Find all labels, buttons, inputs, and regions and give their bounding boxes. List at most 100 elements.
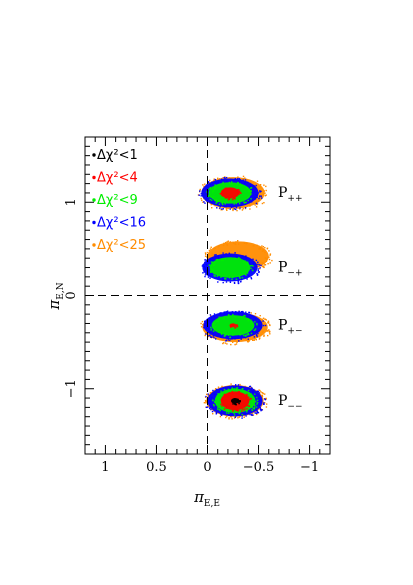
cloud-speck — [246, 396, 248, 398]
cloud-speck — [242, 315, 245, 318]
cloud-speck — [235, 386, 238, 388]
cloud-speck — [226, 241, 228, 243]
cloud-speck — [223, 335, 225, 337]
cloud-speck — [233, 403, 236, 405]
cloud-speck — [214, 275, 216, 277]
cloud-speck — [266, 325, 268, 328]
x-tick-label: 1 — [101, 460, 109, 475]
cloud-speck — [227, 339, 229, 341]
cloud-speck — [221, 194, 223, 196]
cloud-speck — [259, 196, 261, 198]
cloud-speck — [231, 385, 233, 387]
cloud-speck — [209, 187, 211, 190]
cloud-speck — [258, 248, 260, 250]
cloud-speck — [227, 334, 230, 336]
cloud-speck — [210, 328, 212, 330]
cloud-speck — [248, 275, 250, 277]
cloud-speck — [257, 263, 259, 266]
cloud-speck — [249, 413, 251, 416]
cloud-speck — [211, 202, 213, 204]
cloud-speck — [258, 325, 260, 328]
cloud-speck — [260, 391, 262, 393]
cloud-speck — [240, 338, 242, 340]
cloud-speck — [260, 409, 262, 412]
cloud-speck — [259, 267, 261, 269]
cloud-speck — [230, 325, 232, 327]
cloud-speck — [244, 385, 246, 388]
cloud-speck — [232, 209, 234, 212]
cloud-speck — [239, 191, 241, 194]
cloud-speck — [263, 334, 265, 336]
cloud-speck — [216, 403, 218, 405]
cloud-speck — [260, 398, 262, 401]
cloud-speck — [255, 334, 258, 336]
cloud-speck — [237, 384, 240, 386]
cloud-speck — [204, 270, 206, 273]
cloud-speck — [239, 278, 242, 281]
cloud-speck — [219, 313, 221, 315]
cloud-speck — [251, 409, 253, 411]
cloud-speck — [259, 337, 261, 339]
cloud-speck — [233, 414, 235, 416]
cloud-speck — [228, 314, 230, 316]
cloud-speck — [227, 188, 230, 190]
cloud-speck — [204, 252, 207, 254]
cloud-speck — [214, 187, 216, 189]
cloud-speck — [239, 179, 241, 181]
cloud-speck — [238, 275, 240, 277]
cloud-3 — [200, 310, 271, 346]
cloud-speck — [241, 310, 244, 313]
cloud-speck — [232, 188, 234, 190]
cloud-speck — [247, 264, 249, 266]
cloud-speck — [253, 388, 255, 391]
cloud-speck — [200, 193, 202, 195]
cloud-speck — [208, 194, 210, 197]
cloud-speck — [249, 385, 252, 388]
cloud-speck — [250, 276, 252, 279]
cloud-speck — [256, 411, 259, 413]
cloud-speck — [265, 319, 267, 321]
cloud-speck — [241, 317, 243, 319]
cloud-speck — [234, 338, 236, 340]
cloud-speck — [248, 318, 250, 321]
cloud-speck — [246, 271, 248, 273]
cloud-speck — [207, 405, 209, 407]
cloud-speck — [213, 188, 216, 190]
cloud-speck — [232, 385, 234, 388]
cloud-speck — [247, 199, 249, 202]
cloud-speck — [250, 190, 252, 192]
cloud-speck — [206, 184, 208, 186]
cloud-speck — [204, 275, 206, 278]
cloud-speck — [218, 315, 220, 317]
cloud-speck — [264, 247, 266, 249]
cloud-speck — [233, 282, 236, 284]
cloud-speck — [235, 387, 238, 389]
cloud-speck — [264, 195, 266, 197]
cloud-speck — [213, 315, 216, 317]
cloud-speck — [210, 254, 213, 256]
cloud-speck — [261, 262, 264, 264]
cloud-speck — [259, 325, 261, 327]
cloud-speck — [256, 203, 258, 206]
cloud-speck — [213, 393, 216, 395]
legend-marker — [92, 220, 96, 225]
cloud-speck — [220, 316, 222, 319]
cloud-speck — [205, 406, 208, 408]
cloud-speck — [256, 274, 259, 276]
cloud-speck — [249, 208, 251, 210]
cloud-speck — [244, 207, 247, 209]
cloud-speck — [252, 339, 254, 341]
cloud-speck — [233, 203, 235, 205]
cloud-speck — [221, 399, 223, 402]
cloud-speck — [207, 406, 209, 408]
cloud-speck — [211, 410, 214, 413]
cloud-speck — [256, 194, 258, 196]
cloud-speck — [246, 340, 249, 343]
cloud-speck — [218, 178, 221, 180]
cloud-speck — [240, 386, 243, 388]
cloud-speck — [244, 179, 247, 181]
cloud-speck — [223, 177, 225, 179]
cloud-speck — [207, 393, 209, 395]
x-tick-label: 0.5 — [146, 460, 167, 475]
cloud-speck — [269, 324, 271, 327]
